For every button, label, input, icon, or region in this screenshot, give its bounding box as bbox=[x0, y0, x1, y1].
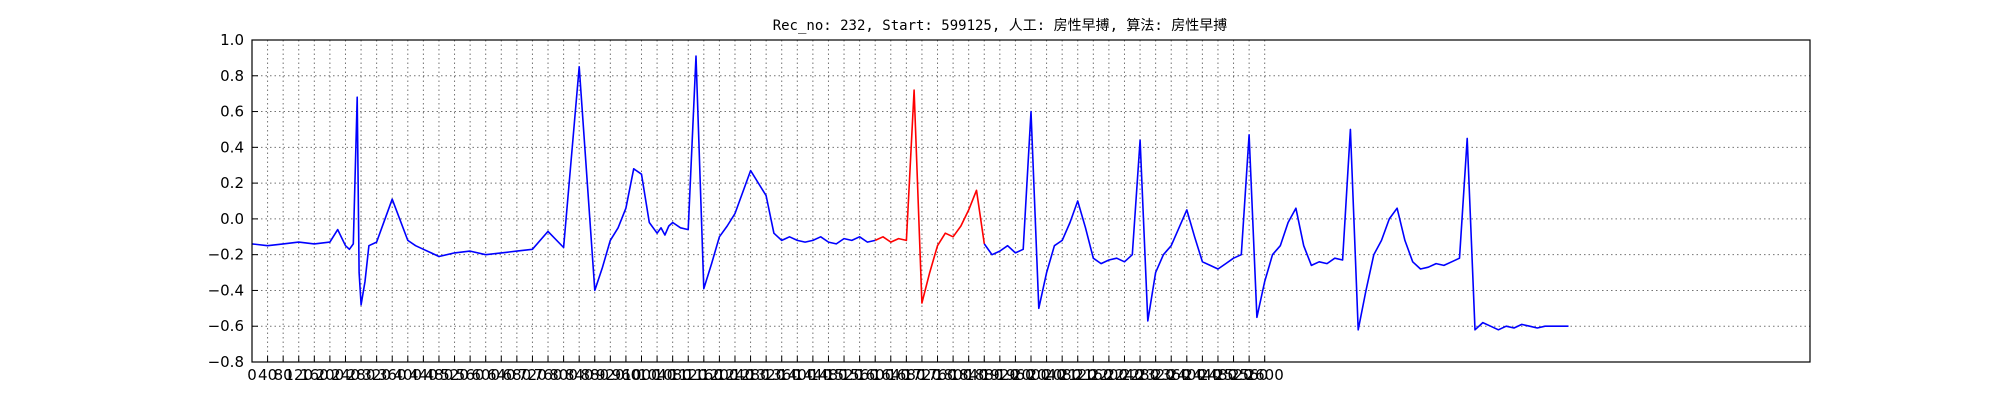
ecg-trace-segment-2 bbox=[874, 89, 986, 304]
x-tick-label: 1000 bbox=[622, 366, 660, 384]
y-tick-label: −0.2 bbox=[208, 246, 244, 264]
x-tick-label: 1800 bbox=[934, 366, 972, 384]
x-tick-label: 1240 bbox=[716, 366, 754, 384]
x-tick-label: 720 bbox=[518, 366, 547, 384]
plot-frame bbox=[251, 39, 1811, 363]
x-tick-label: 360 bbox=[378, 366, 407, 384]
x-tick-label: 2320 bbox=[1137, 366, 1175, 384]
x-tick-label: 1880 bbox=[965, 366, 1003, 384]
x-tick-label: 160 bbox=[300, 366, 329, 384]
x-tick-label: 840 bbox=[565, 366, 594, 384]
x-tick-label: 1040 bbox=[638, 366, 676, 384]
x-tick-label: 1280 bbox=[731, 366, 769, 384]
x-tick-label: 40 bbox=[258, 366, 277, 384]
chart-title: Rec_no: 232, Start: 599125, 人工: 房性早搏, 算法… bbox=[773, 17, 1228, 34]
y-tick-label: 0.2 bbox=[220, 174, 244, 192]
x-tick-label: 960 bbox=[612, 366, 641, 384]
y-tick-label: 0.6 bbox=[220, 103, 244, 121]
x-tick-label: 2200 bbox=[1090, 366, 1128, 384]
x-tick-label: 400 bbox=[393, 366, 422, 384]
x-tick-label: 1080 bbox=[654, 366, 692, 384]
x-tick-label: 2560 bbox=[1230, 366, 1268, 384]
x-tick-label: 560 bbox=[456, 366, 485, 384]
x-tick-label: 2000 bbox=[1012, 366, 1050, 384]
y-tick-label: 0.0 bbox=[220, 210, 244, 228]
x-tick-label: 2480 bbox=[1199, 366, 1237, 384]
y-tick-label: 1.0 bbox=[220, 31, 244, 49]
x-tick-label: 2440 bbox=[1183, 366, 1221, 384]
y-tick-label: −0.6 bbox=[208, 317, 244, 335]
x-tick-label: 2240 bbox=[1105, 366, 1143, 384]
x-tick-label: 800 bbox=[549, 366, 578, 384]
x-axis: 0 408012016020024028032036040044048052056… bbox=[247, 356, 1284, 384]
x-tick-label: 600 bbox=[471, 366, 500, 384]
x-tick-label: 120 bbox=[284, 366, 313, 384]
x-tick-label: 880 bbox=[580, 366, 609, 384]
x-tick-label: 1840 bbox=[950, 366, 988, 384]
x-tick-label: 2400 bbox=[1168, 366, 1206, 384]
x-tick-label: 2160 bbox=[1074, 366, 1112, 384]
y-tick-label: −0.8 bbox=[208, 353, 244, 371]
x-tick-label: 1520 bbox=[825, 366, 863, 384]
x-tick-label: 2280 bbox=[1121, 366, 1159, 384]
x-tick-label: 2600 bbox=[1246, 366, 1284, 384]
x-tick-label: 2520 bbox=[1214, 366, 1252, 384]
x-tick-label: 2080 bbox=[1043, 366, 1081, 384]
x-tick-label: 680 bbox=[503, 366, 532, 384]
x-tick-label: 1440 bbox=[794, 366, 832, 384]
x-tick-label: 0 bbox=[247, 366, 257, 384]
x-tick-label: 1600 bbox=[856, 366, 894, 384]
x-tick-label: 240 bbox=[331, 366, 360, 384]
y-tick-label: −0.4 bbox=[208, 281, 244, 299]
x-tick-label: 440 bbox=[409, 366, 438, 384]
x-tick-label: 2040 bbox=[1027, 366, 1065, 384]
x-tick-label: 1560 bbox=[841, 366, 879, 384]
x-tick-label: 280 bbox=[347, 366, 376, 384]
grid bbox=[251, 39, 1810, 363]
x-tick-label: 1480 bbox=[809, 366, 847, 384]
x-tick-label: 520 bbox=[440, 366, 469, 384]
x-tick-label: 760 bbox=[534, 366, 563, 384]
x-tick-label: 480 bbox=[425, 366, 454, 384]
x-tick-label: 1960 bbox=[996, 366, 1034, 384]
x-tick-label: 920 bbox=[596, 366, 625, 384]
x-tick-label: 1760 bbox=[918, 366, 956, 384]
x-tick-label: 1720 bbox=[903, 366, 941, 384]
y-tick-label: 0.4 bbox=[220, 138, 244, 156]
x-tick-label: 80 bbox=[274, 366, 293, 384]
x-tick-label: 1400 bbox=[778, 366, 816, 384]
ecg-trace-segment-3 bbox=[983, 110, 1569, 331]
x-tick-label: 1120 bbox=[669, 366, 707, 384]
y-axis: 1.0 0.8 0.6 0.4 0.2 0.0 −0.2 −0.4 −0.6 −0.8 bbox=[208, 31, 258, 371]
x-tick-label: 1320 bbox=[747, 366, 785, 384]
x-tick-label: 320 bbox=[362, 366, 391, 384]
x-tick-label: 2120 bbox=[1059, 366, 1097, 384]
x-tick-label: 1680 bbox=[887, 366, 925, 384]
ecg-trace-segment-1 bbox=[251, 55, 876, 306]
x-tick-label: 1920 bbox=[981, 366, 1019, 384]
x-tick-label: 2360 bbox=[1152, 366, 1190, 384]
x-tick-label: 1160 bbox=[685, 366, 723, 384]
x-tick-label: 640 bbox=[487, 366, 516, 384]
x-tick-label: 200 bbox=[316, 366, 345, 384]
y-tick-label: 0.8 bbox=[220, 67, 244, 85]
series-group bbox=[251, 55, 1569, 331]
x-tick-label: 1360 bbox=[763, 366, 801, 384]
x-tick-label: 1200 bbox=[700, 366, 738, 384]
x-tick-label: 1640 bbox=[872, 366, 910, 384]
